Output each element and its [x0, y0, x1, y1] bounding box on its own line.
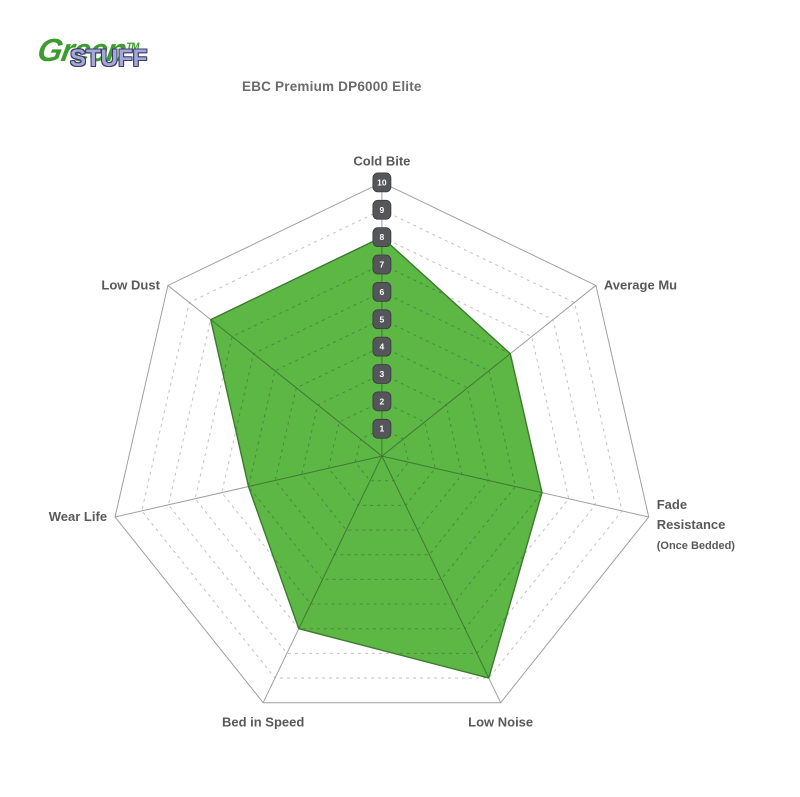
svg-text:Resistance: Resistance	[657, 517, 726, 532]
svg-text:6: 6	[380, 287, 385, 297]
svg-text:Wear Life: Wear Life	[49, 509, 107, 524]
svg-text:3: 3	[380, 369, 385, 379]
svg-text:Average Mu: Average Mu	[604, 277, 677, 292]
svg-text:1: 1	[380, 424, 385, 434]
svg-text:(Once Bedded): (Once Bedded)	[657, 540, 736, 552]
svg-text:Low Dust: Low Dust	[101, 277, 160, 292]
svg-text:8: 8	[380, 232, 385, 242]
svg-text:5: 5	[380, 314, 385, 324]
svg-text:Low Noise: Low Noise	[468, 715, 533, 730]
svg-text:7: 7	[380, 260, 385, 270]
svg-text:Cold Bite: Cold Bite	[353, 153, 410, 168]
svg-text:9: 9	[380, 205, 385, 215]
svg-text:10: 10	[377, 177, 387, 187]
svg-text:Fade: Fade	[657, 497, 687, 512]
svg-text:4: 4	[380, 342, 385, 352]
svg-text:2: 2	[380, 396, 385, 406]
svg-text:Bed in Speed: Bed in Speed	[222, 715, 304, 730]
